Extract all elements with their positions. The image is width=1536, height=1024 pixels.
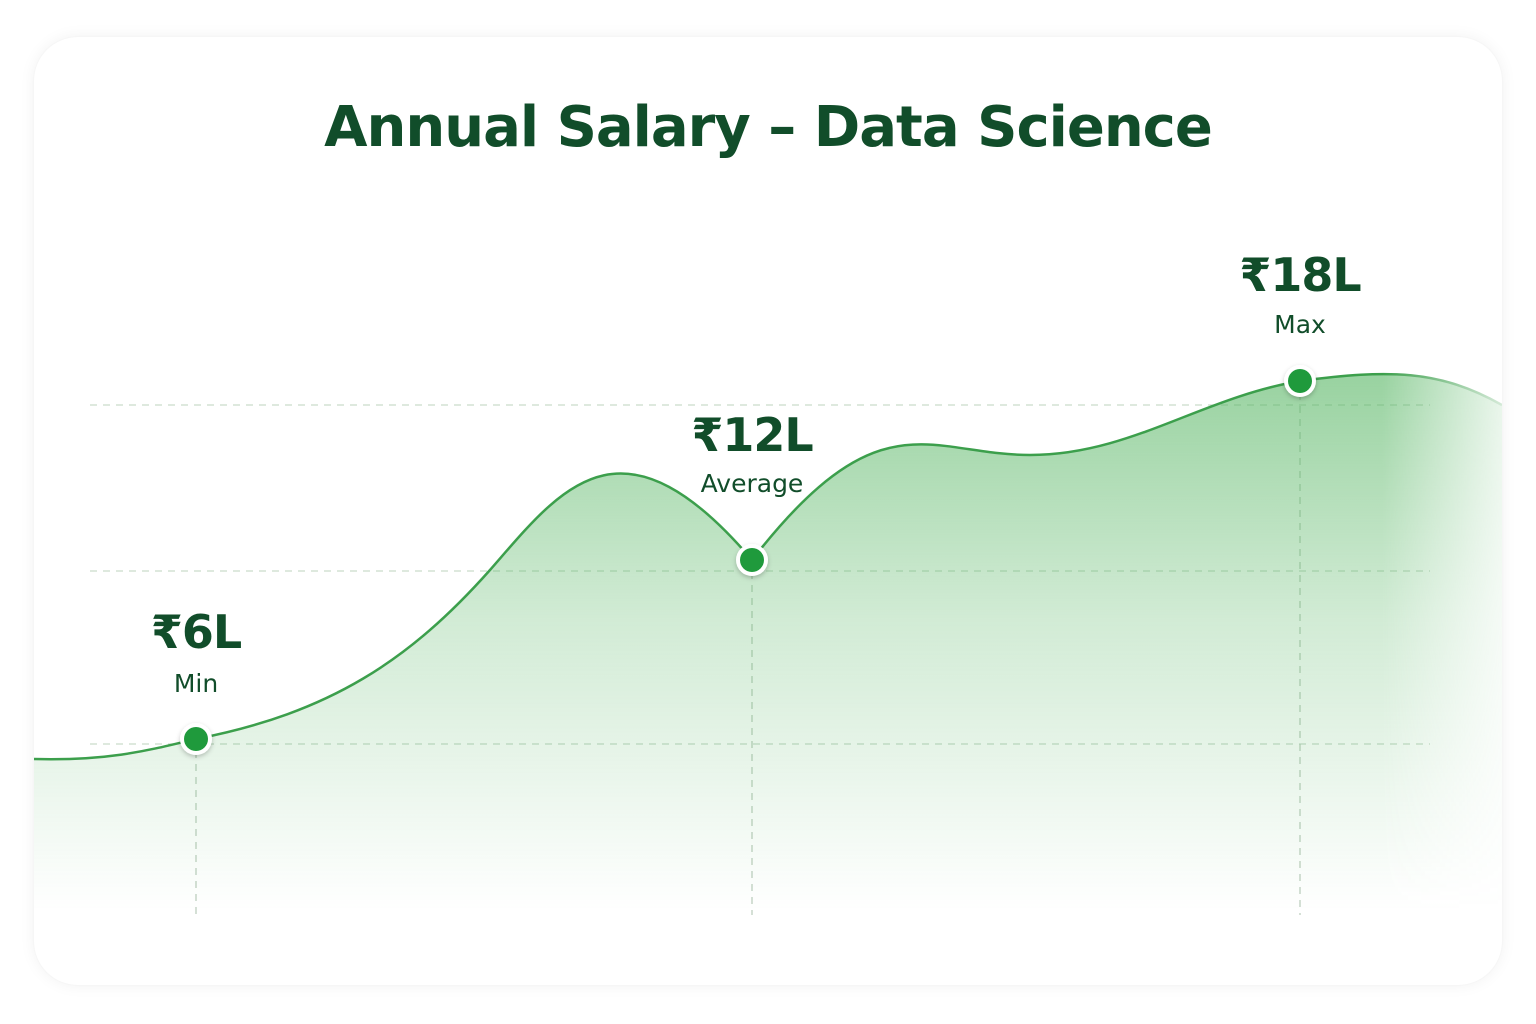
data-point-average[interactable]: [740, 548, 764, 572]
data-value-average: ₹12L: [691, 408, 813, 462]
chart-title: Annual Salary – Data Science: [324, 95, 1213, 160]
area-fill: [34, 374, 1502, 985]
data-point-max[interactable]: [1288, 369, 1312, 393]
data-label-average: Average: [701, 469, 804, 498]
data-points: ₹6L Min ₹12L Average ₹18L Max: [151, 248, 1362, 755]
data-label-max: Max: [1274, 310, 1326, 339]
data-point-min[interactable]: [184, 727, 208, 751]
data-value-max: ₹18L: [1239, 248, 1361, 302]
data-value-min: ₹6L: [151, 605, 242, 659]
data-label-min: Min: [174, 669, 218, 698]
